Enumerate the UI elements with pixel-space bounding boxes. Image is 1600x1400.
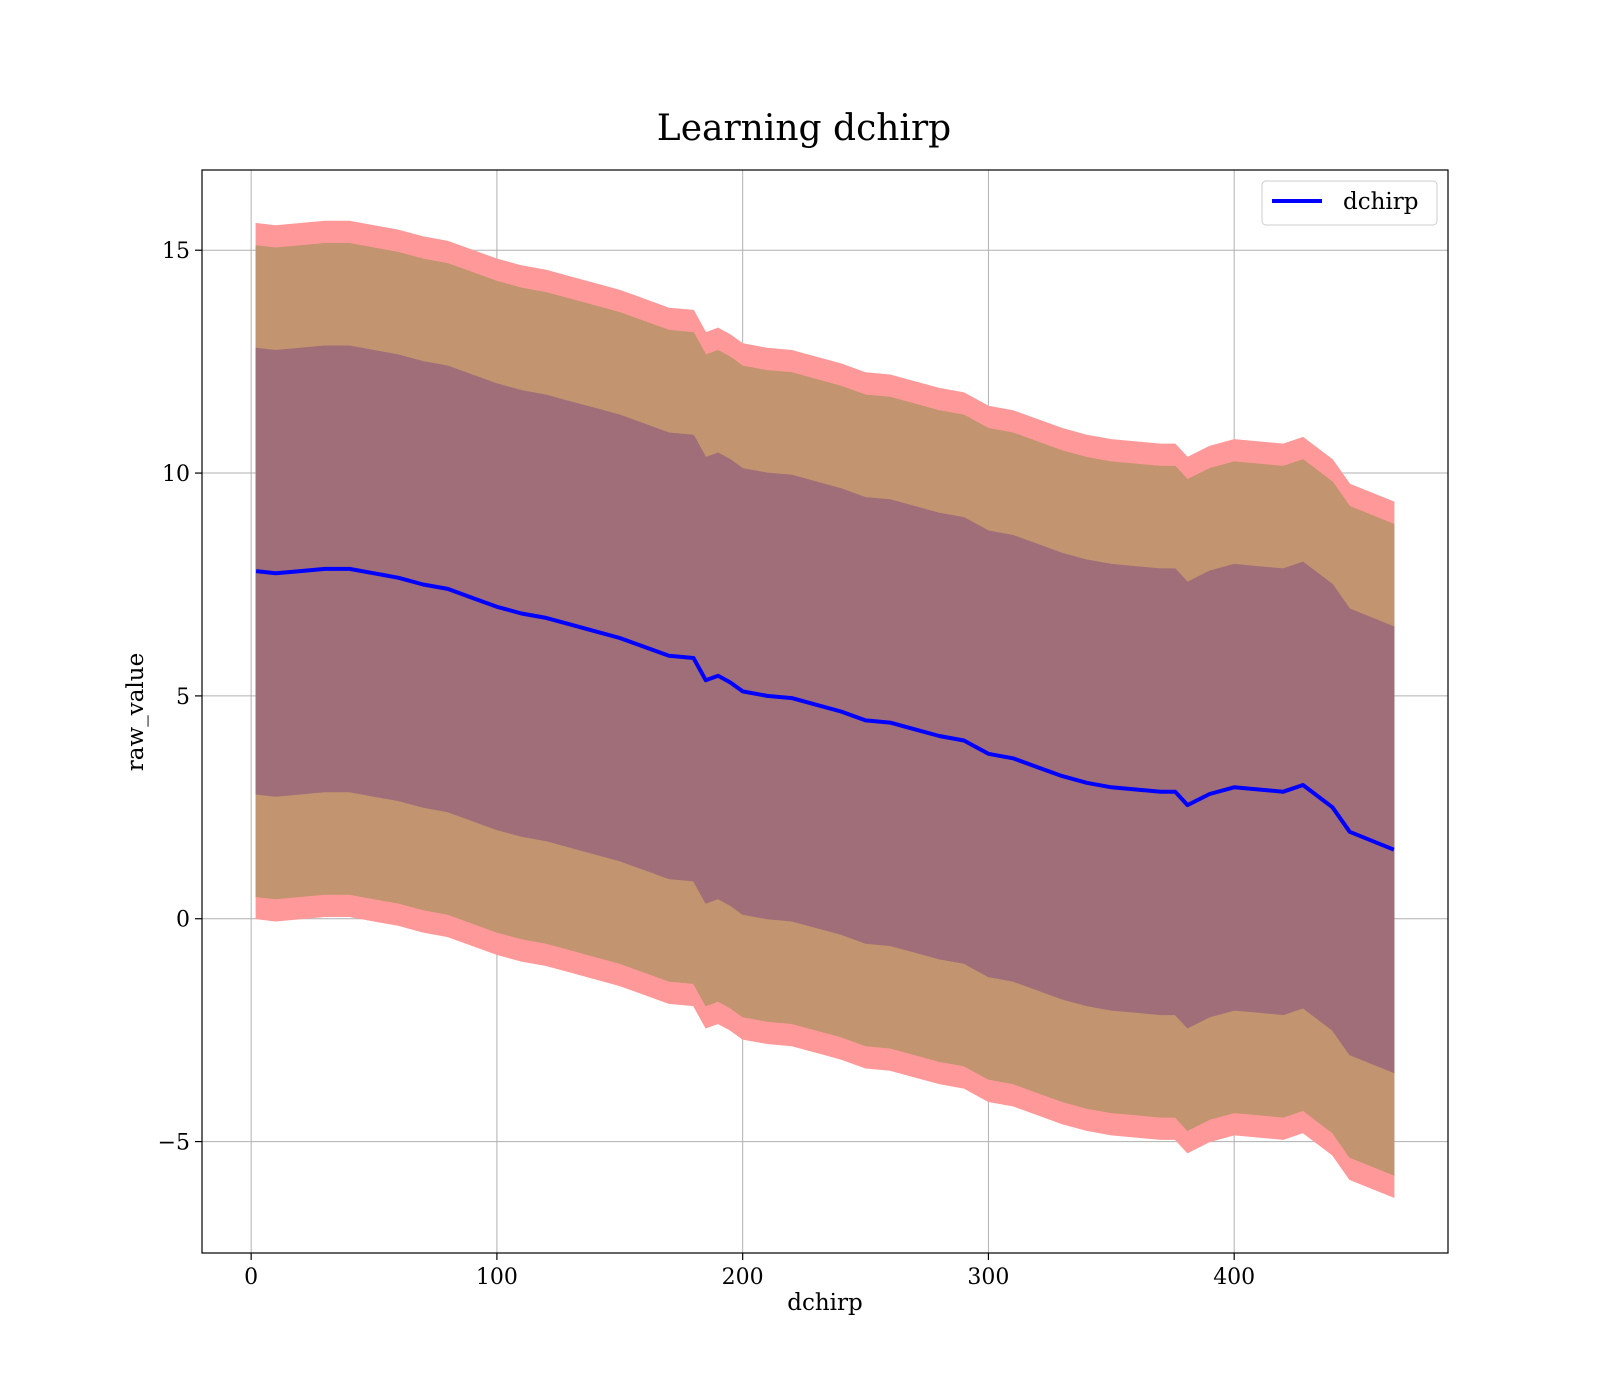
x-axis-label: dchirp — [787, 1290, 863, 1316]
series-line-dchirp — [255, 566, 1395, 852]
x-tick-label: 400 — [1213, 1265, 1255, 1290]
y-axis-label: raw_value — [123, 653, 149, 771]
y-tick-label: 10 — [162, 462, 190, 487]
band-inner — [255, 345, 1395, 1074]
series-lines — [255, 566, 1395, 852]
y-tick-label: 15 — [162, 239, 190, 264]
plot-frame — [201, 169, 1449, 1254]
legend: dchirp — [1261, 180, 1438, 226]
x-tick-label: 100 — [476, 1265, 518, 1290]
y-tick-label: 5 — [176, 685, 190, 710]
x-tick-label: 0 — [244, 1265, 258, 1290]
y-axis: −5 0 5 10 15 — [158, 239, 202, 1156]
x-tick-label: 200 — [722, 1265, 764, 1290]
x-axis: 0 100 200 300 400 — [244, 1253, 1255, 1290]
y-tick-label: 0 — [176, 908, 190, 933]
confidence-bands — [255, 220, 1395, 1199]
x-tick-label: 300 — [967, 1265, 1009, 1290]
legend-box — [1261, 180, 1438, 226]
y-tick-label: −5 — [158, 1131, 190, 1156]
chart-title: Learning dchirp — [657, 108, 951, 149]
legend-label-dchirp: dchirp — [1343, 189, 1419, 215]
